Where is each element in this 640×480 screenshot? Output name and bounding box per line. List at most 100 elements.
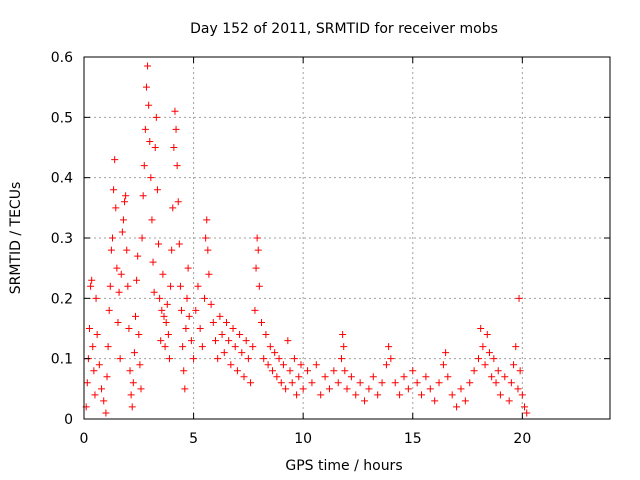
- data-point: [122, 192, 130, 200]
- chart-title: Day 152 of 2011, SRMTID for receiver mob…: [190, 21, 498, 37]
- data-point: [439, 361, 447, 369]
- data-point: [240, 373, 248, 381]
- data-point: [225, 337, 233, 345]
- data-point: [242, 337, 250, 345]
- y-tick-label: 0: [64, 412, 73, 428]
- data-point: [293, 391, 301, 399]
- y-tick-label: 0.4: [51, 171, 73, 187]
- data-point: [260, 355, 268, 363]
- data-point: [282, 385, 290, 393]
- data-point: [127, 391, 135, 399]
- data-point: [111, 156, 119, 164]
- data-point: [304, 367, 312, 375]
- data-point: [422, 373, 430, 381]
- data-point: [115, 288, 123, 296]
- data-point: [98, 385, 106, 393]
- data-point: [181, 385, 189, 393]
- data-point: [290, 355, 298, 363]
- y-tick-label: 0.6: [51, 50, 73, 66]
- data-point: [252, 264, 260, 272]
- data-point: [202, 234, 210, 242]
- x-axis-title: GPS time / hours: [285, 458, 402, 474]
- data-points: [82, 62, 531, 417]
- data-point: [169, 204, 177, 212]
- data-point: [297, 361, 305, 369]
- data-point: [220, 349, 228, 357]
- data-point: [198, 343, 206, 351]
- data-point: [483, 331, 491, 339]
- data-point: [139, 192, 147, 200]
- y-tick-label: 0.2: [51, 291, 73, 307]
- data-point: [369, 373, 377, 381]
- data-point: [151, 144, 159, 151]
- data-point: [201, 294, 209, 302]
- data-point: [149, 258, 157, 266]
- data-point: [156, 294, 164, 302]
- data-point: [89, 343, 97, 351]
- data-point: [479, 343, 487, 351]
- data-point: [196, 325, 204, 332]
- data-point: [180, 367, 188, 375]
- data-point: [161, 343, 169, 351]
- data-point: [247, 379, 255, 387]
- data-point: [418, 391, 426, 399]
- data-point: [453, 403, 461, 411]
- data-point: [167, 282, 175, 290]
- data-point: [112, 204, 120, 212]
- data-point: [404, 385, 412, 393]
- plot-frame: [83, 56, 611, 420]
- data-point: [204, 246, 212, 254]
- x-tick-label: 20: [513, 431, 531, 447]
- data-point: [214, 355, 222, 363]
- data-point: [137, 385, 145, 393]
- data-point: [170, 144, 178, 151]
- data-point: [249, 343, 257, 351]
- data-point: [142, 83, 150, 91]
- data-point: [159, 270, 167, 278]
- data-point: [409, 367, 417, 375]
- data-point: [227, 361, 235, 369]
- data-point: [92, 294, 100, 302]
- data-point: [187, 337, 195, 345]
- data-point: [93, 331, 101, 339]
- data-point: [104, 343, 112, 351]
- data-point: [277, 379, 285, 387]
- data-point: [496, 391, 504, 399]
- data-point: [150, 288, 158, 296]
- data-point: [523, 409, 531, 417]
- data-point: [148, 216, 156, 224]
- data-point: [172, 125, 180, 133]
- data-point: [106, 282, 114, 290]
- data-point: [168, 246, 176, 254]
- data-point: [157, 337, 165, 345]
- data-point: [325, 385, 333, 393]
- data-point: [162, 318, 170, 326]
- data-point: [488, 373, 496, 381]
- data-point: [271, 349, 279, 357]
- data-point: [485, 349, 493, 357]
- data-point: [385, 343, 393, 351]
- data-point: [516, 367, 524, 375]
- data-point: [216, 312, 224, 320]
- data-point: [91, 391, 99, 399]
- data-point: [123, 246, 131, 254]
- data-point: [155, 240, 163, 248]
- x-tick-label: 5: [189, 431, 198, 447]
- data-point: [374, 391, 382, 399]
- data-point: [477, 325, 485, 332]
- data-point: [117, 270, 125, 278]
- data-point: [286, 367, 294, 375]
- data-point: [268, 367, 276, 375]
- data-point: [146, 137, 154, 145]
- data-point: [238, 349, 246, 357]
- data-point: [382, 361, 390, 369]
- data-point: [185, 312, 193, 320]
- data-point: [121, 198, 129, 206]
- data-point: [100, 397, 108, 405]
- data-point: [118, 228, 126, 236]
- y-tick-label: 0.5: [51, 110, 73, 126]
- data-point: [435, 379, 443, 387]
- data-point: [514, 385, 522, 393]
- data-point: [130, 349, 138, 357]
- data-point: [173, 162, 181, 170]
